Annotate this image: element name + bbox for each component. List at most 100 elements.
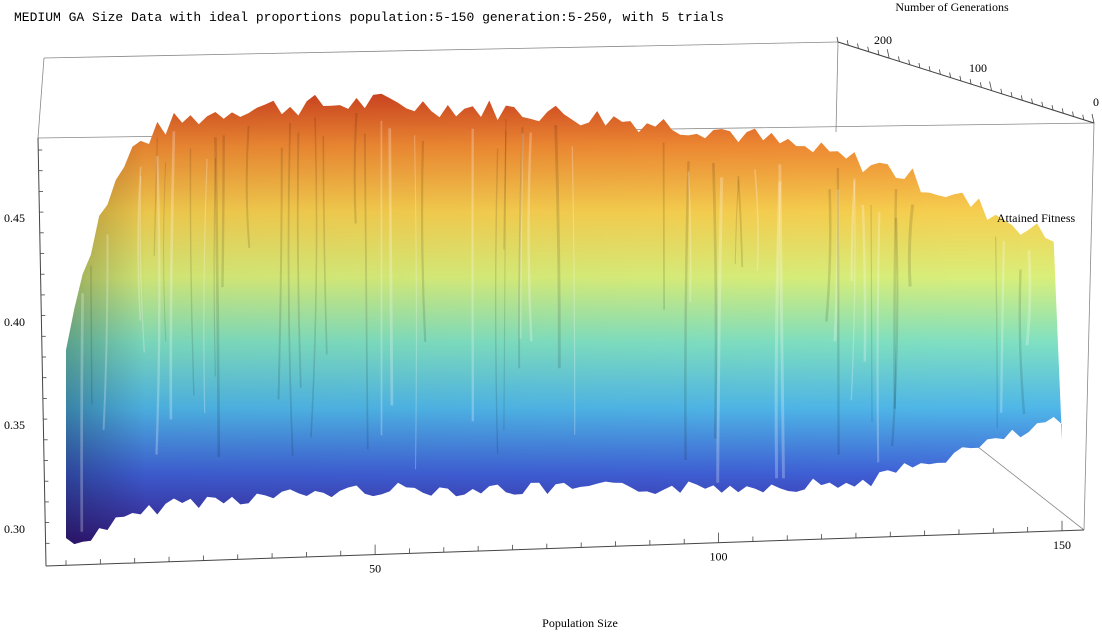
surface-ridge [519,133,524,339]
surface-ridge [163,162,167,342]
y-tick [1082,114,1085,120]
surface-ridge [363,133,369,450]
surface-ridge [850,178,856,282]
surface-ridge [870,204,873,423]
surface-ridge [774,181,782,479]
y-tick [908,59,911,65]
y-tick [898,56,900,62]
axes [37,41,1095,567]
surface-ridge [893,189,898,409]
y-tick [846,40,849,46]
y-tick [1010,92,1013,98]
y-tick [1000,88,1003,94]
x-axis-ticks: 50 100 150 [65,520,1071,576]
surface-ridge [662,142,666,310]
surface-ridge [189,148,195,396]
y-tick [857,43,859,49]
surface-ridge [203,158,208,413]
surface-ridge [554,124,561,369]
surface-ridge [137,166,142,321]
surface-ridge [310,117,318,438]
surface-ridge [1018,269,1026,415]
y-tick [969,79,972,85]
chart-title: MEDIUM GA Size Data with ideal proportio… [14,10,724,25]
surface-ridge [503,130,507,250]
y-tick-label: 100 [969,61,987,75]
surface-ridge [861,204,867,362]
y-tick [949,72,952,78]
surface-ridge [737,175,744,268]
surface-ridge [139,176,145,353]
x-axis-line [45,529,1085,567]
y-axis-line [837,41,1095,124]
y-axis-label: Number of Generations [895,0,1009,14]
surface-ridge [414,135,417,470]
z-tick-label: 0.30 [4,522,25,536]
x-axis-label: Population Size [542,616,618,630]
y-tick [867,46,870,52]
surface-ridge [716,177,724,483]
y-tick [959,75,962,81]
y-tick [989,81,992,91]
surface-ridge [891,217,899,447]
z-axis-label: Attained Fitness [997,211,1076,225]
surface-ridge [287,122,294,456]
surface-ridge [687,171,692,303]
y-tick [979,82,982,88]
y-axis-ticks: 200 100 0 [836,33,1099,124]
y-tick [939,69,941,75]
surface-ridge [907,204,915,287]
box-edge [1083,122,1095,531]
y-tick [1041,101,1044,107]
surface-ridge [1000,241,1005,413]
y-tick [918,62,921,68]
surface-ridge [102,234,109,430]
surface-ridge [571,146,576,435]
box-edge [37,57,45,139]
surface-ridge [155,156,161,455]
surface-ridge [388,128,394,406]
surface-ridge [527,132,533,342]
surface-ridge [296,132,302,388]
surface-ridge [833,189,840,342]
y-tick [1061,108,1064,114]
x-tick-label: 150 [1053,538,1071,552]
z-axis-ticks: 0.45 0.40 0.35 0.30 [4,149,50,544]
surface-ridge [420,140,427,342]
surface-ridge [214,137,221,458]
y-tick [877,49,880,56]
surface-ridge [221,135,225,288]
surface-ridge [836,167,840,456]
surface-ridge [90,265,93,405]
y-tick-label: 0 [1093,95,1099,109]
box-edge [835,41,839,133]
surface-ridges [80,112,1032,532]
surface-ridge [754,169,759,271]
z-tick-label: 0.40 [4,315,25,329]
surface-ridge [825,189,832,322]
surface-ridge [353,112,358,224]
surface-ridge [734,180,739,264]
surface-ridge [213,158,216,377]
surface [66,93,1062,545]
surface-ridge [778,164,785,479]
surface-ridge [80,293,84,532]
surface-ridge [322,135,328,355]
x-tick-label: 100 [710,550,728,564]
surface-ridge [850,180,856,401]
z-axis-line [37,137,47,567]
y-tick [928,66,931,72]
box-edge [43,41,839,59]
surface-ridge [684,161,690,461]
y-tick-label: 200 [874,33,892,47]
y-tick [1051,104,1054,111]
surface-ridge [1025,250,1032,346]
z-tick-label: 0.45 [4,211,25,225]
surface-ridge [169,131,176,420]
surface-ridge [503,118,507,431]
y-tick [836,36,839,43]
y-tick [1020,95,1023,101]
y-tick [1072,111,1074,117]
z-tick-label: 0.35 [4,418,25,432]
